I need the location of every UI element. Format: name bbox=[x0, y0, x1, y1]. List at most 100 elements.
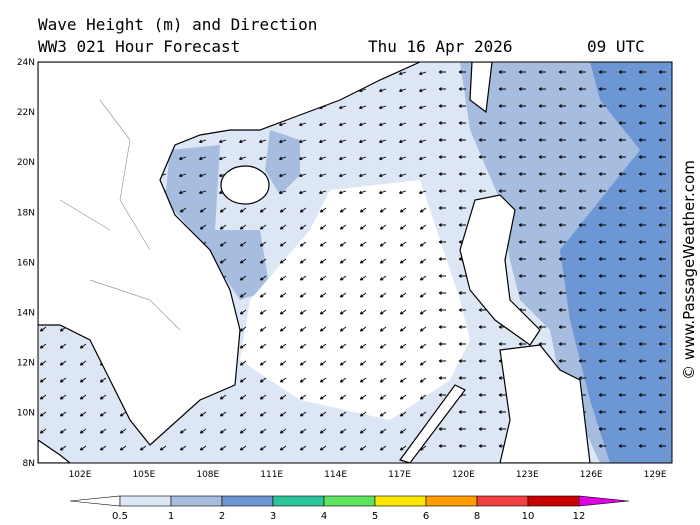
arrow bbox=[438, 359, 446, 363]
arrow bbox=[638, 121, 646, 125]
arrow bbox=[339, 309, 347, 315]
arrow bbox=[658, 240, 666, 244]
arrow bbox=[299, 173, 307, 178]
visayas-mindanao bbox=[499, 344, 591, 463]
arrow bbox=[199, 428, 207, 434]
arrow bbox=[438, 308, 446, 312]
arrow bbox=[219, 394, 227, 400]
colorbar-label: 4 bbox=[321, 511, 327, 522]
lon-label: 108E bbox=[196, 470, 219, 480]
arrow bbox=[399, 241, 407, 247]
arrow bbox=[658, 427, 666, 431]
arrow bbox=[339, 156, 347, 161]
arrow bbox=[379, 326, 387, 332]
arrow bbox=[598, 121, 606, 125]
arrow bbox=[578, 138, 586, 142]
arrow bbox=[339, 207, 347, 213]
arrow bbox=[598, 325, 606, 329]
arrow bbox=[399, 394, 407, 400]
arrow bbox=[339, 139, 347, 144]
mainland bbox=[38, 62, 421, 446]
arrow bbox=[618, 376, 626, 380]
arrow bbox=[299, 139, 307, 144]
colorbar-label: 6 bbox=[423, 511, 429, 522]
colorbar-arrow bbox=[578, 495, 630, 507]
lon-label: 105E bbox=[132, 470, 155, 480]
arrow bbox=[199, 190, 207, 195]
arrow bbox=[558, 121, 566, 125]
arrow bbox=[458, 121, 466, 125]
arrow bbox=[638, 240, 646, 244]
arrow bbox=[199, 411, 207, 417]
arrow bbox=[379, 275, 387, 281]
arrow bbox=[438, 70, 446, 74]
arrow bbox=[419, 71, 427, 76]
arrow bbox=[399, 156, 407, 161]
lat-label: 18N bbox=[17, 208, 35, 218]
colorbar-label: 5 bbox=[372, 511, 378, 522]
arrow bbox=[59, 394, 67, 400]
arrow bbox=[239, 343, 247, 349]
arrow bbox=[179, 156, 187, 161]
arrow bbox=[339, 377, 347, 383]
arrow bbox=[538, 172, 546, 176]
arrow bbox=[458, 87, 466, 91]
date: Thu 16 Apr 2026 bbox=[368, 37, 513, 56]
arrow bbox=[279, 428, 287, 434]
lat-label: 10N bbox=[17, 409, 35, 419]
arrow bbox=[299, 428, 307, 434]
arrow bbox=[339, 445, 347, 451]
arrow bbox=[119, 445, 127, 451]
arrow bbox=[658, 376, 666, 380]
arrow bbox=[239, 139, 247, 144]
arrow bbox=[299, 207, 307, 213]
arrow bbox=[379, 122, 387, 127]
arrow bbox=[199, 139, 207, 144]
arrow bbox=[618, 206, 626, 210]
arrow bbox=[478, 376, 486, 380]
arrow bbox=[259, 156, 267, 161]
arrow bbox=[399, 309, 407, 315]
arrow bbox=[658, 342, 666, 346]
arrow bbox=[279, 377, 287, 383]
arrow bbox=[618, 427, 626, 431]
lat-label: 24N bbox=[17, 58, 35, 68]
arrow bbox=[598, 257, 606, 261]
arrow bbox=[419, 275, 427, 281]
arrow bbox=[419, 411, 427, 417]
arrow bbox=[319, 428, 327, 434]
arrow bbox=[438, 342, 446, 346]
arrow bbox=[359, 224, 367, 230]
wave-zone bbox=[240, 180, 470, 420]
arrow bbox=[578, 291, 586, 295]
arrow bbox=[399, 411, 407, 417]
lat-label: 16N bbox=[17, 258, 35, 268]
lat-labels: 24N 22N 20N 18N 16N 14N 12N 10N 8N bbox=[17, 58, 35, 469]
arrow bbox=[618, 240, 626, 244]
arrow bbox=[478, 189, 486, 193]
arrow bbox=[518, 342, 526, 346]
arrow bbox=[399, 122, 407, 127]
arrow bbox=[618, 393, 626, 397]
arrow bbox=[379, 309, 387, 315]
arrow bbox=[199, 207, 207, 213]
arrow bbox=[538, 257, 546, 261]
arrow bbox=[279, 241, 287, 247]
colorbar-segment bbox=[374, 495, 427, 507]
arrow bbox=[638, 223, 646, 227]
arrow bbox=[279, 207, 287, 213]
arrow bbox=[39, 377, 47, 383]
arrow bbox=[79, 445, 87, 451]
arrow bbox=[79, 377, 87, 383]
arrow bbox=[299, 377, 307, 383]
arrow bbox=[419, 122, 427, 127]
arrow bbox=[458, 274, 466, 278]
arrow bbox=[658, 359, 666, 363]
title: Wave Height (m) and Direction bbox=[38, 15, 317, 34]
arrow bbox=[99, 428, 107, 434]
arrow bbox=[458, 189, 466, 193]
arrow bbox=[518, 121, 526, 125]
arrow bbox=[618, 410, 626, 414]
arrow bbox=[598, 291, 606, 295]
arrow bbox=[638, 444, 646, 448]
